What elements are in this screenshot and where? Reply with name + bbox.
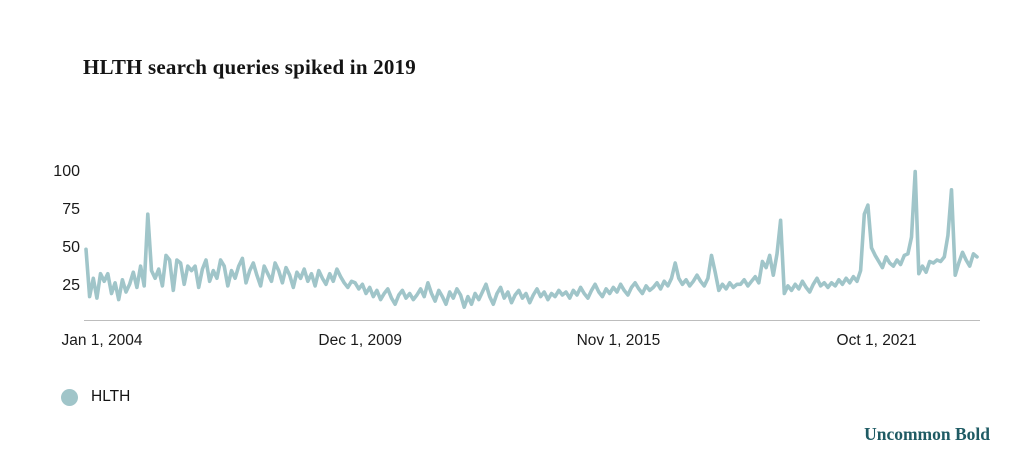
brand-wordmark: Uncommon Bold <box>864 424 990 444</box>
y-tick-label: 75 <box>62 200 80 218</box>
x-axis-line <box>84 320 980 321</box>
hlth-trend-line-svg <box>84 169 979 309</box>
x-tick-label: Jan 1, 2004 <box>61 332 143 349</box>
legend-series-label: HLTH <box>91 388 131 405</box>
legend: HLTH <box>61 388 130 406</box>
plot-area: 100 75 50 25 Jan 1, 2004 Dec 1, 2009 Nov 1, 2… <box>53 160 980 349</box>
legend-series-dot-icon <box>61 388 78 406</box>
x-tick-label: Dec 1, 2009 <box>318 332 402 349</box>
x-tick-label: Oct 1, 2021 <box>836 332 917 349</box>
chart-title: HLTH search queries spiked in 2019 <box>83 55 416 79</box>
hlth-trend-line <box>84 169 979 309</box>
y-tick-label: 25 <box>62 276 80 294</box>
x-tick-label: Nov 1, 2015 <box>576 332 661 349</box>
y-tick-label: 100 <box>53 162 80 180</box>
y-tick-label: 50 <box>62 238 80 256</box>
